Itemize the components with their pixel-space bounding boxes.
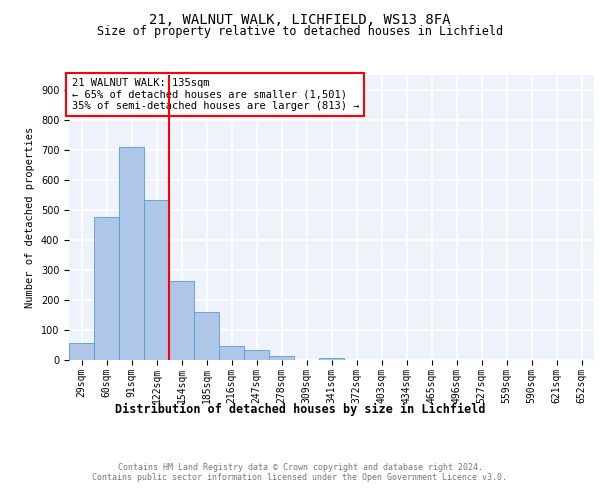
Text: 21 WALNUT WALK: 135sqm
← 65% of detached houses are smaller (1,501)
35% of semi-: 21 WALNUT WALK: 135sqm ← 65% of detached… (71, 78, 359, 111)
Text: Contains HM Land Registry data © Crown copyright and database right 2024.
Contai: Contains HM Land Registry data © Crown c… (92, 462, 508, 482)
Bar (119, 147, 144, 360)
Bar (194, 312, 219, 360)
Text: Size of property relative to detached houses in Lichfield: Size of property relative to detached ho… (97, 25, 503, 38)
Bar (69, 343, 94, 360)
Bar (94, 217, 119, 360)
Bar (319, 358, 344, 360)
Bar (269, 356, 294, 360)
Text: 21, WALNUT WALK, LICHFIELD, WS13 8FA: 21, WALNUT WALK, LICHFIELD, WS13 8FA (149, 12, 451, 26)
Y-axis label: Number of detached properties: Number of detached properties (25, 127, 35, 308)
Text: Distribution of detached houses by size in Lichfield: Distribution of detached houses by size … (115, 402, 485, 415)
Bar (219, 346, 244, 360)
Bar (244, 350, 269, 360)
Bar (144, 200, 169, 360)
Bar (169, 280, 194, 360)
